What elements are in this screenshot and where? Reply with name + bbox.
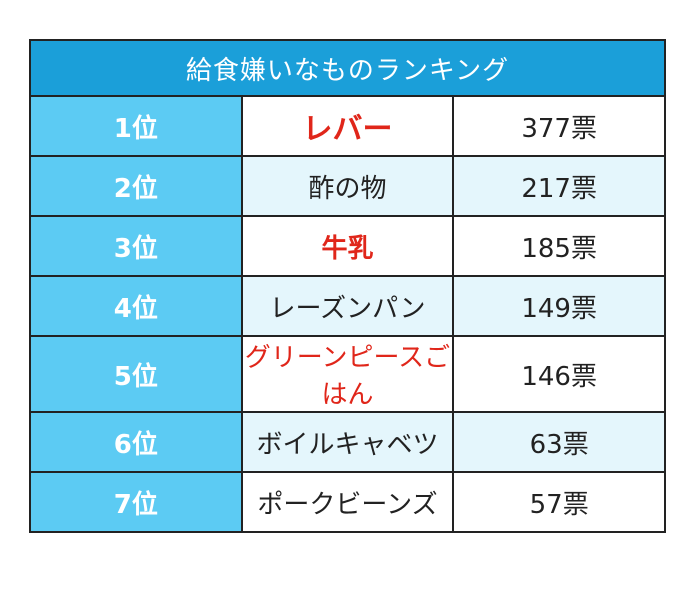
table-row: 5位 グリーンピースごはん 146票 xyxy=(29,335,666,413)
votes-cell: 63票 xyxy=(452,411,666,473)
table-row: 3位 牛乳 185票 xyxy=(29,215,666,277)
votes-cell: 185票 xyxy=(452,215,666,277)
votes-cell: 146票 xyxy=(452,335,666,413)
item-cell: グリーンピースごはん xyxy=(240,335,455,413)
table-row: 1位 レバー 377票 xyxy=(29,95,666,157)
ranking-table: 給食嫌いなものランキング 1位 レバー 377票 2位 酢の物 217票 3位 … xyxy=(29,39,666,533)
rank-cell: 3位 xyxy=(29,215,243,277)
item-cell: レーズンパン xyxy=(240,275,455,337)
table-row: 7位 ポークビーンズ 57票 xyxy=(29,471,666,533)
item-cell: ポークビーンズ xyxy=(240,471,455,533)
item-cell: 牛乳 xyxy=(240,215,455,277)
votes-cell: 57票 xyxy=(452,471,666,533)
item-cell: 酢の物 xyxy=(240,155,455,217)
votes-cell: 377票 xyxy=(452,95,666,157)
table-title: 給食嫌いなものランキング xyxy=(29,39,666,97)
votes-cell: 217票 xyxy=(452,155,666,217)
title-row: 給食嫌いなものランキング xyxy=(29,39,666,97)
votes-cell: 149票 xyxy=(452,275,666,337)
rank-cell: 6位 xyxy=(29,411,243,473)
table-row: 2位 酢の物 217票 xyxy=(29,155,666,217)
table-row: 4位 レーズンパン 149票 xyxy=(29,275,666,337)
rank-cell: 5位 xyxy=(29,335,243,413)
item-cell: ボイルキャベツ xyxy=(240,411,455,473)
rank-cell: 4位 xyxy=(29,275,243,337)
rank-cell: 7位 xyxy=(29,471,243,533)
table-row: 6位 ボイルキャベツ 63票 xyxy=(29,411,666,473)
rank-cell: 2位 xyxy=(29,155,243,217)
rank-cell: 1位 xyxy=(29,95,243,157)
item-cell: レバー xyxy=(240,95,455,157)
